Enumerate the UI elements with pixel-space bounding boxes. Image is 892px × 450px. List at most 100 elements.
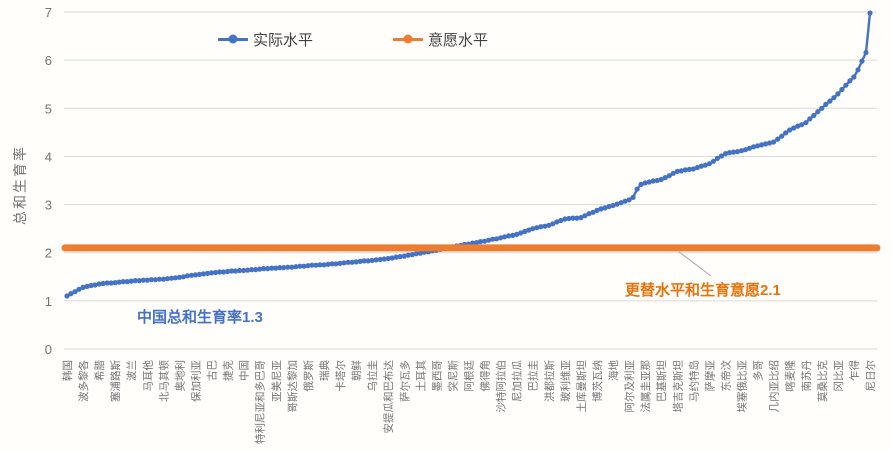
data-point bbox=[562, 216, 568, 222]
x-tick-label: 佛得角 bbox=[479, 360, 492, 392]
data-point bbox=[791, 125, 797, 131]
data-point bbox=[498, 235, 504, 241]
x-tick-label: 马约特岛 bbox=[687, 360, 700, 402]
x-tick-label: 哥斯达黎加 bbox=[286, 360, 299, 413]
data-point bbox=[530, 226, 536, 232]
x-tick-label: 海地 bbox=[607, 360, 620, 381]
data-point bbox=[831, 95, 837, 101]
data-point bbox=[204, 270, 211, 276]
x-tick-label: 喀麦隆 bbox=[784, 360, 797, 392]
data-point bbox=[213, 269, 219, 276]
y-tick-label-7: 7 bbox=[45, 5, 52, 20]
x-tick-label: 塔吉克斯坦 bbox=[671, 360, 684, 413]
data-point bbox=[799, 122, 805, 128]
data-point bbox=[482, 238, 488, 244]
data-point bbox=[586, 211, 592, 217]
data-point bbox=[630, 194, 636, 200]
data-point bbox=[321, 262, 327, 268]
y-tick-label-5: 5 bbox=[45, 101, 52, 116]
data-point bbox=[554, 219, 560, 225]
data-point bbox=[281, 265, 287, 271]
data-point bbox=[847, 78, 853, 84]
data-point bbox=[176, 274, 182, 280]
x-tick-label: 俄罗斯 bbox=[302, 360, 315, 392]
data-point bbox=[510, 232, 516, 238]
data-point bbox=[148, 277, 154, 283]
data-point bbox=[662, 175, 668, 181]
data-point bbox=[233, 268, 239, 274]
x-tick-label: 波多黎各 bbox=[77, 360, 90, 402]
x-tick-label: 尼日尔 bbox=[864, 360, 877, 392]
data-point bbox=[771, 139, 777, 145]
data-point bbox=[417, 250, 423, 256]
data-point bbox=[746, 145, 753, 151]
data-point bbox=[502, 234, 508, 240]
x-tick-label: 安提瓜和巴布达 bbox=[382, 360, 395, 434]
data-point bbox=[650, 178, 656, 184]
y-tick-label-2: 2 bbox=[45, 246, 52, 261]
data-point bbox=[851, 74, 857, 80]
data-point bbox=[208, 270, 215, 276]
data-point bbox=[160, 276, 166, 282]
data-point bbox=[377, 256, 383, 263]
data-point bbox=[734, 149, 741, 155]
data-point bbox=[297, 263, 303, 269]
data-point bbox=[68, 291, 74, 297]
data-point bbox=[767, 140, 773, 146]
x-tick-label: 希腊 bbox=[93, 360, 106, 381]
x-tick-label: 特利尼亚和多巴哥 bbox=[254, 360, 267, 444]
x-tick-label: 萨尔瓦多 bbox=[398, 360, 411, 402]
data-point bbox=[413, 251, 419, 257]
data-point bbox=[345, 259, 351, 265]
x-tick-label: 土耳其 bbox=[414, 360, 427, 392]
annotation-leader-line bbox=[678, 251, 712, 277]
data-point bbox=[602, 205, 608, 211]
x-tick-label: 乍得 bbox=[848, 360, 861, 381]
x-tick-label: 乌拉圭 bbox=[366, 360, 379, 392]
data-point bbox=[164, 276, 170, 282]
x-tick-label: 墨西哥 bbox=[431, 360, 443, 392]
data-point bbox=[265, 266, 271, 272]
data-point bbox=[257, 266, 263, 272]
data-point bbox=[196, 271, 203, 277]
x-tick-label: 多哥 bbox=[752, 360, 765, 381]
data-point bbox=[329, 261, 335, 267]
data-point bbox=[273, 265, 279, 271]
data-point bbox=[594, 207, 600, 213]
data-point bbox=[815, 109, 821, 115]
data-point bbox=[249, 267, 255, 273]
data-point bbox=[104, 280, 110, 286]
data-point bbox=[534, 225, 540, 231]
data-point bbox=[702, 162, 709, 168]
data-point bbox=[598, 206, 604, 212]
data-point bbox=[614, 201, 620, 207]
data-point bbox=[341, 260, 347, 266]
x-tick-label: 中国 bbox=[238, 360, 251, 381]
data-point bbox=[132, 278, 138, 284]
x-tick-label: 萨摩亚 bbox=[703, 360, 716, 392]
data-point bbox=[783, 130, 789, 136]
data-point bbox=[755, 143, 761, 149]
x-tick-label: 瑞典 bbox=[318, 360, 331, 381]
x-tick-label: 博茨瓦纳 bbox=[591, 360, 604, 402]
data-point bbox=[333, 261, 339, 267]
data-point bbox=[325, 261, 331, 267]
x-tick-label: 沙特阿拉伯 bbox=[495, 360, 508, 413]
data-point bbox=[76, 286, 82, 292]
data-point bbox=[558, 217, 564, 224]
data-point bbox=[405, 252, 411, 258]
data-point bbox=[759, 142, 765, 148]
data-point bbox=[859, 58, 865, 64]
x-tick-label: 古巴 bbox=[206, 360, 219, 381]
data-point bbox=[803, 120, 809, 126]
x-tick-label: 奥地利 bbox=[173, 360, 186, 392]
data-point bbox=[353, 259, 359, 265]
data-point bbox=[253, 267, 259, 273]
data-point bbox=[526, 227, 532, 233]
data-point bbox=[80, 284, 86, 290]
data-point bbox=[550, 221, 556, 227]
data-point bbox=[261, 266, 267, 272]
data-point bbox=[217, 269, 223, 275]
x-tick-label: 北马其顿 bbox=[157, 360, 170, 402]
data-point bbox=[787, 127, 793, 133]
